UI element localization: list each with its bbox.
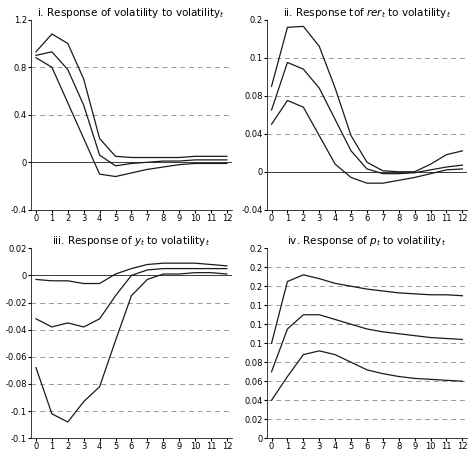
Title: i. Response of volatility to volatility$_t$: i. Response of volatility to volatility$… bbox=[37, 5, 225, 20]
Title: iv. Response of $p_t$ to volatility$_t$: iv. Response of $p_t$ to volatility$_t$ bbox=[287, 234, 447, 248]
Title: iii. Response of $y_t$ to volatility$_t$: iii. Response of $y_t$ to volatility$_t$ bbox=[52, 234, 210, 248]
Title: ii. Response tof $rer_t$ to volatility$_t$: ii. Response tof $rer_t$ to volatility$_… bbox=[283, 5, 451, 20]
